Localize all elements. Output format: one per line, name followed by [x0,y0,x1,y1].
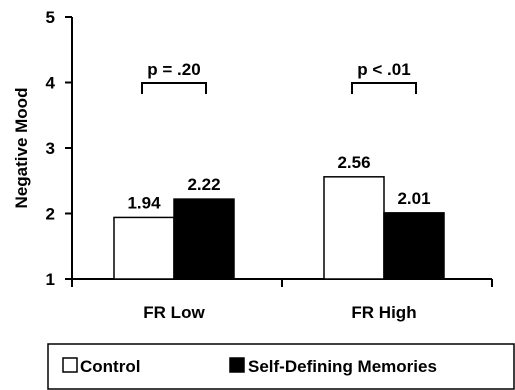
y-tick-label: 1 [46,270,55,289]
legend-control-label: Control [80,357,140,376]
legend-control-swatch [62,357,78,373]
significance-bracket [141,82,207,94]
bar-self-defining-memories-0 [173,198,235,280]
data-label: 1.94 [127,193,161,212]
data-label: 2.56 [337,153,370,172]
data-label: 2.01 [397,189,430,208]
legend-self-defining-memories-swatch [229,357,245,373]
legend-box [47,343,515,390]
y-tick-label: 4 [46,74,56,93]
x-category-label: FR High [351,303,416,322]
y-tick-label: 2 [46,205,55,224]
data-label: 2.22 [187,175,220,194]
y-axis-title: Negative Mood [12,88,31,209]
p-value-annotation: p < .01 [357,60,410,79]
p-value-annotation: p = .20 [147,60,200,79]
x-category-label: FR Low [143,303,205,322]
bar-control-1 [323,176,385,280]
y-tick-label: 5 [46,8,55,27]
significance-bracket [351,82,417,94]
y-tick-label: 3 [46,139,55,158]
bar-control-0 [113,216,175,280]
bar-self-defining-memories-1 [383,212,445,280]
legend-self-defining-memories-label: Self-Defining Memories [248,357,437,376]
